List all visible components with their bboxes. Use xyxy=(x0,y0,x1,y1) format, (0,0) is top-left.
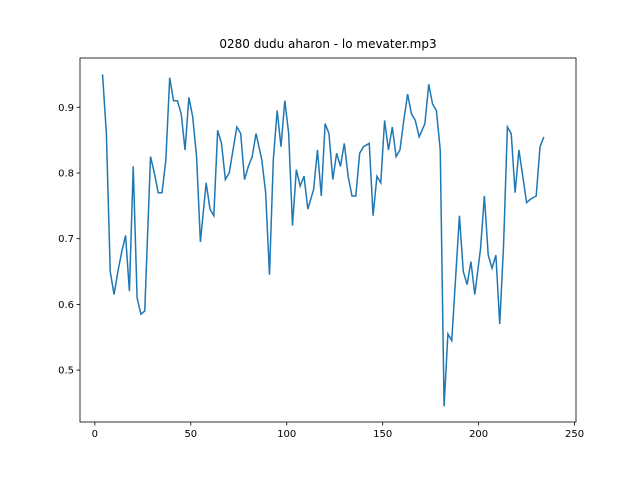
y-tick-label: 0.8 xyxy=(58,168,74,179)
y-tick-label: 0.5 xyxy=(58,366,74,377)
x-tick-label: 200 xyxy=(469,429,488,440)
x-tick-label: 100 xyxy=(277,429,296,440)
x-tick-label: 50 xyxy=(184,429,197,440)
x-tick-label: 150 xyxy=(373,429,392,440)
y-tick-label: 0.9 xyxy=(58,103,74,114)
x-tick-label: 250 xyxy=(565,429,584,440)
y-tick-label: 0.7 xyxy=(58,234,74,245)
axes-frame xyxy=(79,57,577,423)
chart-title: 0280 dudu aharon - lo mevater.mp3 xyxy=(219,37,436,51)
line xyxy=(101,74,545,407)
x-tick-label: 0 xyxy=(92,429,98,440)
y-tick-label: 0.6 xyxy=(58,300,74,311)
